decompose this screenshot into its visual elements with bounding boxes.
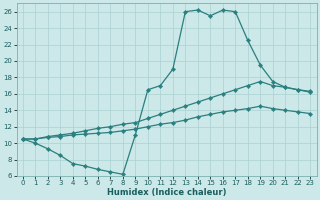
X-axis label: Humidex (Indice chaleur): Humidex (Indice chaleur) [107,188,226,197]
